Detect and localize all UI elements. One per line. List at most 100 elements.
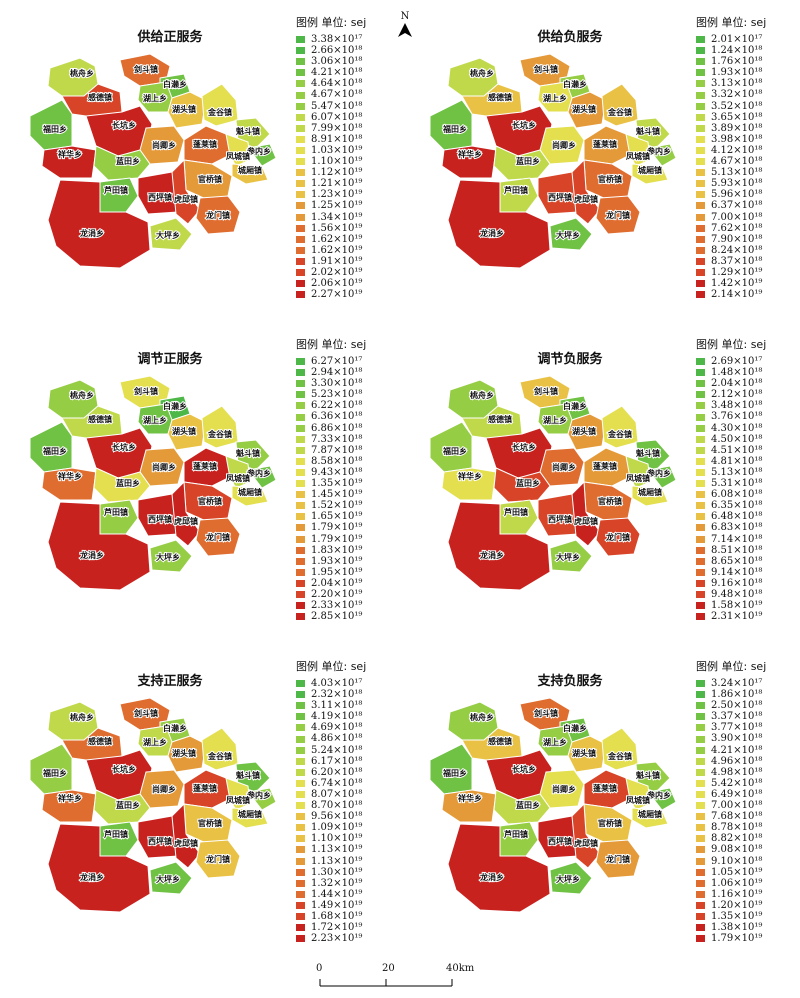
legend-swatch bbox=[296, 213, 305, 221]
legend-value: 2.50×10¹⁸ bbox=[711, 700, 763, 712]
legend-item: 3.06×10¹⁸ bbox=[296, 56, 406, 67]
legend-swatch bbox=[696, 480, 705, 488]
legend-swatch bbox=[296, 924, 305, 932]
legend-value: 2.02×10¹⁹ bbox=[311, 266, 363, 278]
legend-swatch bbox=[696, 291, 705, 299]
legend-value: 4.51×10¹⁸ bbox=[711, 444, 763, 456]
legend-swatch bbox=[696, 124, 705, 132]
legend-item: 4.96×10¹⁸ bbox=[696, 756, 800, 767]
legend-swatch bbox=[296, 280, 305, 288]
place-label: 城厢镇 bbox=[238, 165, 262, 175]
legend-value: 1.35×10¹⁹ bbox=[711, 910, 763, 922]
legend-swatch bbox=[696, 735, 705, 743]
place-label: 白濑乡 bbox=[563, 401, 587, 411]
legend-value: 1.79×10¹⁹ bbox=[711, 933, 763, 945]
legend-item: 1.35×10¹⁹ bbox=[696, 911, 800, 922]
legend-item: 5.96×10¹⁸ bbox=[696, 189, 800, 200]
legend-swatch bbox=[296, 502, 305, 510]
legend-value: 3.77×10¹⁸ bbox=[711, 722, 763, 734]
legend-swatch bbox=[696, 568, 705, 576]
legend-item: 3.52×10¹⁸ bbox=[696, 101, 800, 112]
legend-item: 2.14×10¹⁹ bbox=[696, 289, 800, 300]
place-label: 大坪乡 bbox=[556, 874, 580, 884]
legend-swatch bbox=[296, 768, 305, 776]
place-label: 官桥镇 bbox=[198, 174, 222, 184]
region-16 bbox=[231, 807, 269, 829]
legend-value: 8.24×10¹⁸ bbox=[711, 244, 763, 256]
region-12 bbox=[247, 465, 277, 489]
legend-item: 4.19×10¹⁸ bbox=[296, 711, 406, 722]
place-label: 芦田镇 bbox=[504, 185, 528, 195]
legend-swatch bbox=[696, 202, 705, 210]
legend-swatch bbox=[296, 246, 305, 254]
legend-swatch bbox=[696, 213, 705, 221]
legend-value: 3.13×10¹⁸ bbox=[711, 78, 763, 90]
legend-value: 7.87×10¹⁸ bbox=[311, 444, 363, 456]
legend-value: 8.78×10¹⁸ bbox=[711, 822, 763, 834]
place-label: 参内乡 bbox=[646, 146, 671, 156]
legend-swatch bbox=[296, 135, 305, 143]
legend-value: 2.94×10¹⁸ bbox=[311, 367, 363, 379]
place-label: 参内乡 bbox=[246, 146, 271, 156]
legend-value: 8.58×10¹⁸ bbox=[311, 455, 363, 467]
place-label: 福田乡 bbox=[42, 768, 67, 778]
legend-value: 9.16×10¹⁸ bbox=[711, 577, 763, 589]
legend-swatch bbox=[696, 913, 705, 921]
legend-value: 3.65×10¹⁸ bbox=[711, 111, 763, 123]
legend-swatch bbox=[296, 691, 305, 699]
legend-item: 7.33×10¹⁸ bbox=[296, 434, 406, 445]
place-label: 祥华乡 bbox=[58, 471, 82, 481]
legend-value: 2.04×10¹⁹ bbox=[311, 577, 363, 589]
scale-label-0: 0 bbox=[316, 963, 323, 974]
legend-value: 1.21×10¹⁹ bbox=[311, 178, 363, 190]
legend-item: 3.11×10¹⁸ bbox=[296, 700, 406, 711]
place-label: 龙门镇 bbox=[605, 210, 630, 220]
legend-value: 9.56×10¹⁸ bbox=[311, 811, 363, 823]
legend-value: 6.36×10¹⁸ bbox=[311, 411, 363, 423]
legend-swatch bbox=[296, 257, 305, 265]
legend-swatch bbox=[296, 69, 305, 77]
legend-swatch bbox=[296, 158, 305, 166]
legend-value: 7.90×10¹⁸ bbox=[711, 233, 763, 245]
place-label: 大坪乡 bbox=[556, 552, 580, 562]
legend-swatch bbox=[296, 835, 305, 843]
legend-value: 3.30×10¹⁸ bbox=[311, 378, 363, 390]
legend-swatch bbox=[296, 613, 305, 621]
legend-swatch bbox=[696, 813, 705, 821]
legend-item: 1.13×10¹⁹ bbox=[296, 844, 406, 855]
legend-value: 3.48×10¹⁸ bbox=[711, 400, 763, 412]
region-15 bbox=[625, 455, 651, 489]
legend-item: 4.21×10¹⁸ bbox=[296, 67, 406, 78]
legend-swatch bbox=[296, 535, 305, 543]
place-label: 龙涓乡 bbox=[79, 228, 104, 238]
legend-swatch bbox=[696, 113, 705, 121]
legend-value: 1.16×10¹⁹ bbox=[711, 888, 763, 900]
place-label: 白濑乡 bbox=[163, 723, 187, 733]
legend-swatch bbox=[296, 235, 305, 243]
legend-item: 8.07×10¹⁸ bbox=[296, 789, 406, 800]
legend-value: 9.48×10¹⁸ bbox=[711, 588, 763, 600]
place-label: 桃舟乡 bbox=[470, 712, 494, 722]
place-label: 福田乡 bbox=[42, 446, 67, 456]
legend-item: 5.47×10¹⁸ bbox=[296, 101, 406, 112]
legend-swatch bbox=[696, 613, 705, 621]
legend-value: 8.70×10¹⁸ bbox=[311, 800, 363, 812]
legend-item: 4.12×10¹⁸ bbox=[696, 145, 800, 156]
legend-value: 1.56×10¹⁹ bbox=[311, 222, 363, 234]
legend-item: 8.24×10¹⁸ bbox=[696, 245, 800, 256]
region-3 bbox=[461, 405, 523, 441]
legend-item: 1.06×10¹⁹ bbox=[696, 878, 800, 889]
region-13 bbox=[441, 789, 497, 823]
place-label: 凤城镇 bbox=[626, 151, 650, 161]
place-label: 祥华乡 bbox=[458, 471, 482, 481]
legend-value: 1.13×10¹⁹ bbox=[311, 855, 363, 867]
legend-swatch bbox=[696, 257, 705, 265]
legend-value: 3.90×10¹⁸ bbox=[711, 733, 763, 745]
legend-value: 4.21×10¹⁸ bbox=[311, 67, 363, 79]
legend-swatch bbox=[296, 113, 305, 121]
legend-item: 1.86×10¹⁸ bbox=[696, 689, 800, 700]
legend-swatch bbox=[296, 358, 305, 366]
legend-swatch bbox=[696, 158, 705, 166]
legend-item: 6.07×10¹⁸ bbox=[296, 112, 406, 123]
